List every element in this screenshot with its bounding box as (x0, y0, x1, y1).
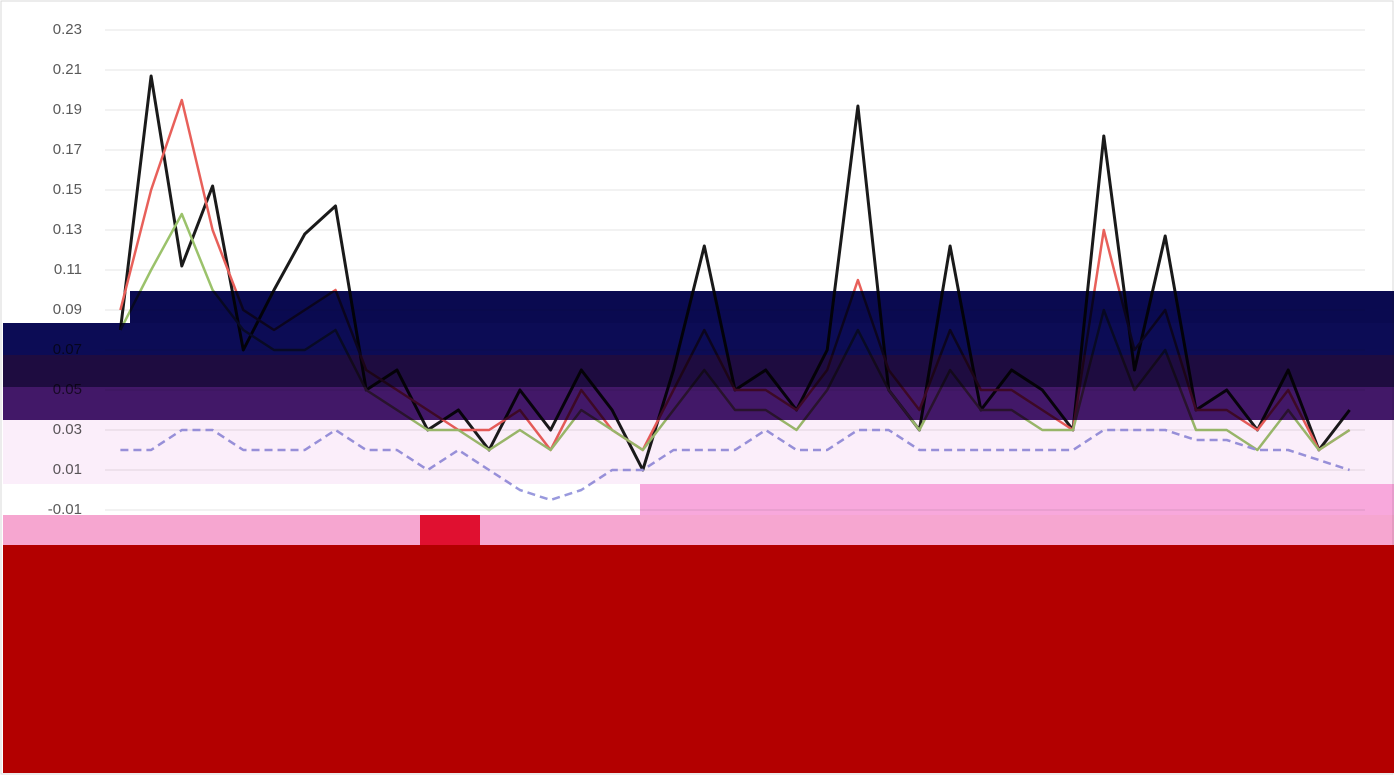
glitch-band (3, 515, 1394, 545)
y-tick-label: 0.13 (53, 221, 82, 238)
glitch-band (3, 420, 1394, 484)
glitch-band (3, 323, 1394, 355)
glitch-block (420, 515, 480, 545)
glitch-band (130, 291, 1394, 323)
glitch-band (3, 355, 1394, 387)
y-tick-label: 0.09 (53, 301, 82, 318)
y-tick-label: 0.11 (54, 261, 82, 278)
y-tick-label: -0.01 (48, 501, 82, 518)
y-tick-label: 0.21 (53, 61, 82, 78)
glitch-band (3, 387, 1394, 420)
glitch-overlay (3, 291, 1394, 773)
y-tick-label: 0.17 (53, 141, 82, 158)
glitch-block (3, 545, 1394, 773)
y-tick-label: 0.19 (53, 101, 82, 118)
y-tick-label: 0.23 (53, 21, 82, 38)
glitch-band (640, 484, 1394, 515)
y-tick-label: 0.15 (53, 181, 82, 198)
